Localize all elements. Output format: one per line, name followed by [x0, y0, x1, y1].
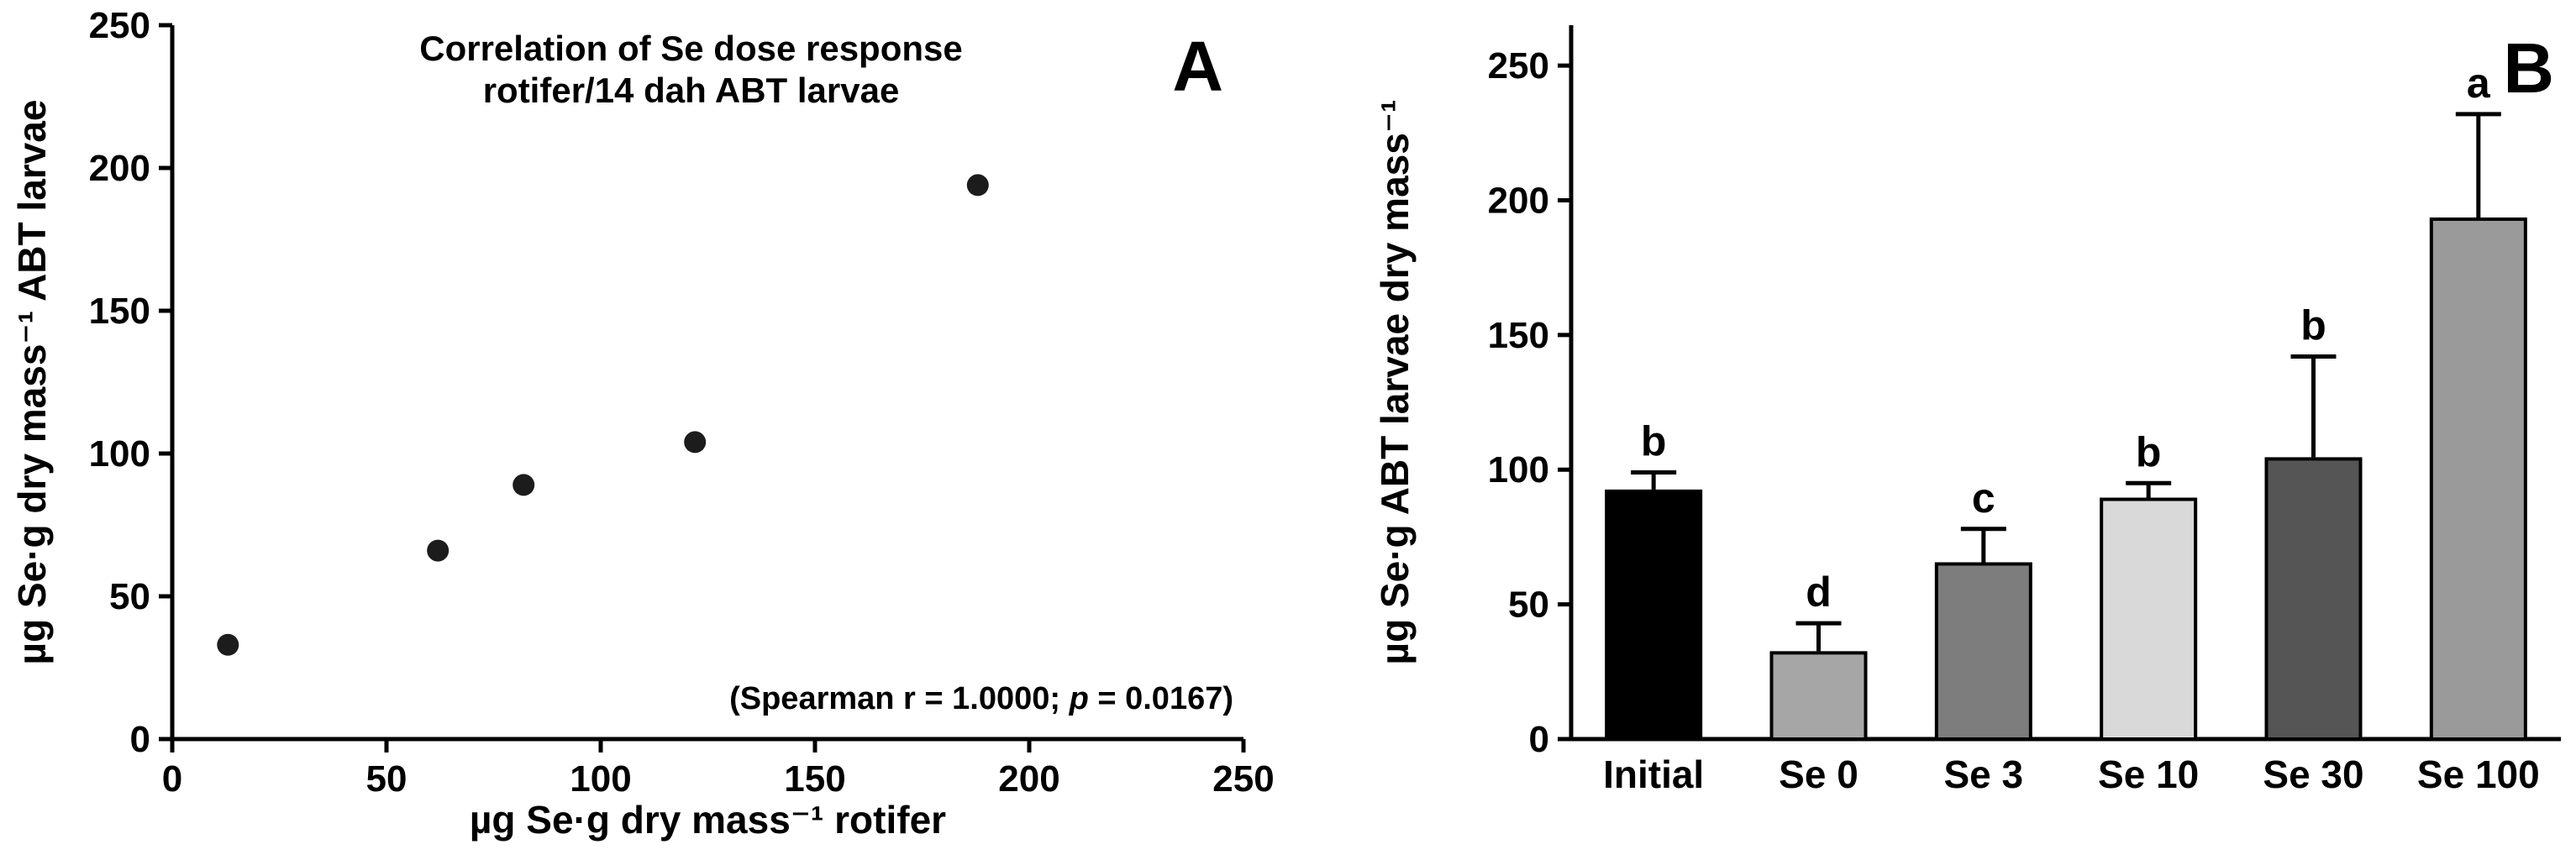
significance-letter: b	[2136, 428, 2162, 475]
significance-letter: c	[1972, 475, 1995, 522]
y-tick-label: 200	[89, 148, 150, 189]
bar-se-10	[2100, 497, 2198, 742]
y-tick-label: 50	[109, 576, 150, 617]
axes-spines	[1569, 25, 2561, 742]
scatter-point	[966, 174, 989, 197]
y-tick-label: 0	[1529, 719, 1549, 760]
bar-panel-b: 0 50 100 150 200 250 b Initial d Se 0 c Se 3 b Se 10 b…	[1373, 25, 2561, 796]
bar-se-30	[2264, 457, 2363, 741]
scatter-panel-a: 0 50 100 150 200 250 0 50 100 150 200 250 Correlatio…	[10, 5, 1275, 842]
x-tick-label: 200	[998, 758, 1059, 800]
axes-spines	[170, 25, 1243, 742]
x-tick-label: 250	[1212, 758, 1274, 800]
scatter-point	[427, 539, 449, 562]
category-label: Se 30	[2263, 752, 2363, 796]
x-tick-label: 50	[366, 758, 407, 800]
x-tick-label: 100	[570, 758, 631, 800]
bar-se-0	[1769, 651, 1868, 742]
panel-label-a: A	[1172, 27, 1223, 106]
chart-title: Correlation of Se dose response	[419, 29, 963, 68]
x-axis-label: µg Se·g dry mass⁻¹ rotifer	[470, 798, 946, 842]
significance-letter: a	[2467, 60, 2491, 107]
scatter-point	[684, 431, 707, 454]
category-label: Se 10	[2098, 752, 2199, 796]
scatter-point	[513, 474, 535, 496]
y-tick-label: 50	[1508, 585, 1549, 626]
y-axis-label: µg Se·g ABT larvae dry mass⁻¹	[1373, 100, 1417, 665]
y-tick-label: 0	[130, 719, 150, 760]
y-axis-label: µg Se·g dry mass⁻¹ ABT larvae	[10, 100, 54, 665]
y-tick-label: 150	[89, 291, 150, 332]
y-tick-label: 250	[1488, 45, 1549, 87]
bar-se-100	[2429, 217, 2527, 741]
category-label: Se 100	[2417, 752, 2540, 796]
y-tick-label: 250	[89, 5, 150, 46]
y-tick-label: 100	[1488, 449, 1549, 490]
x-tick-label: 0	[162, 758, 182, 800]
y-tick-label: 150	[1488, 315, 1549, 356]
significance-letter: b	[1641, 417, 1667, 464]
category-label: Se 0	[1779, 752, 1858, 796]
stats-annotation: (Spearman r = 1.0000; p = 0.0167)	[729, 681, 1233, 716]
bar-initial	[1605, 489, 1703, 741]
significance-letter: b	[2300, 302, 2326, 349]
category-label: Se 3	[1944, 752, 2024, 796]
category-label: Initial	[1603, 752, 1704, 796]
y-tick-label: 100	[89, 433, 150, 475]
chart-title: rotifer/14 dah ABT larvae	[483, 71, 900, 110]
panel-label-b: B	[2503, 29, 2554, 108]
y-tick-label: 200	[1488, 180, 1549, 221]
bar-se-3	[1934, 562, 2032, 742]
scatter-point	[217, 633, 239, 656]
significance-letter: d	[1806, 569, 1832, 616]
x-tick-label: 150	[784, 758, 845, 800]
